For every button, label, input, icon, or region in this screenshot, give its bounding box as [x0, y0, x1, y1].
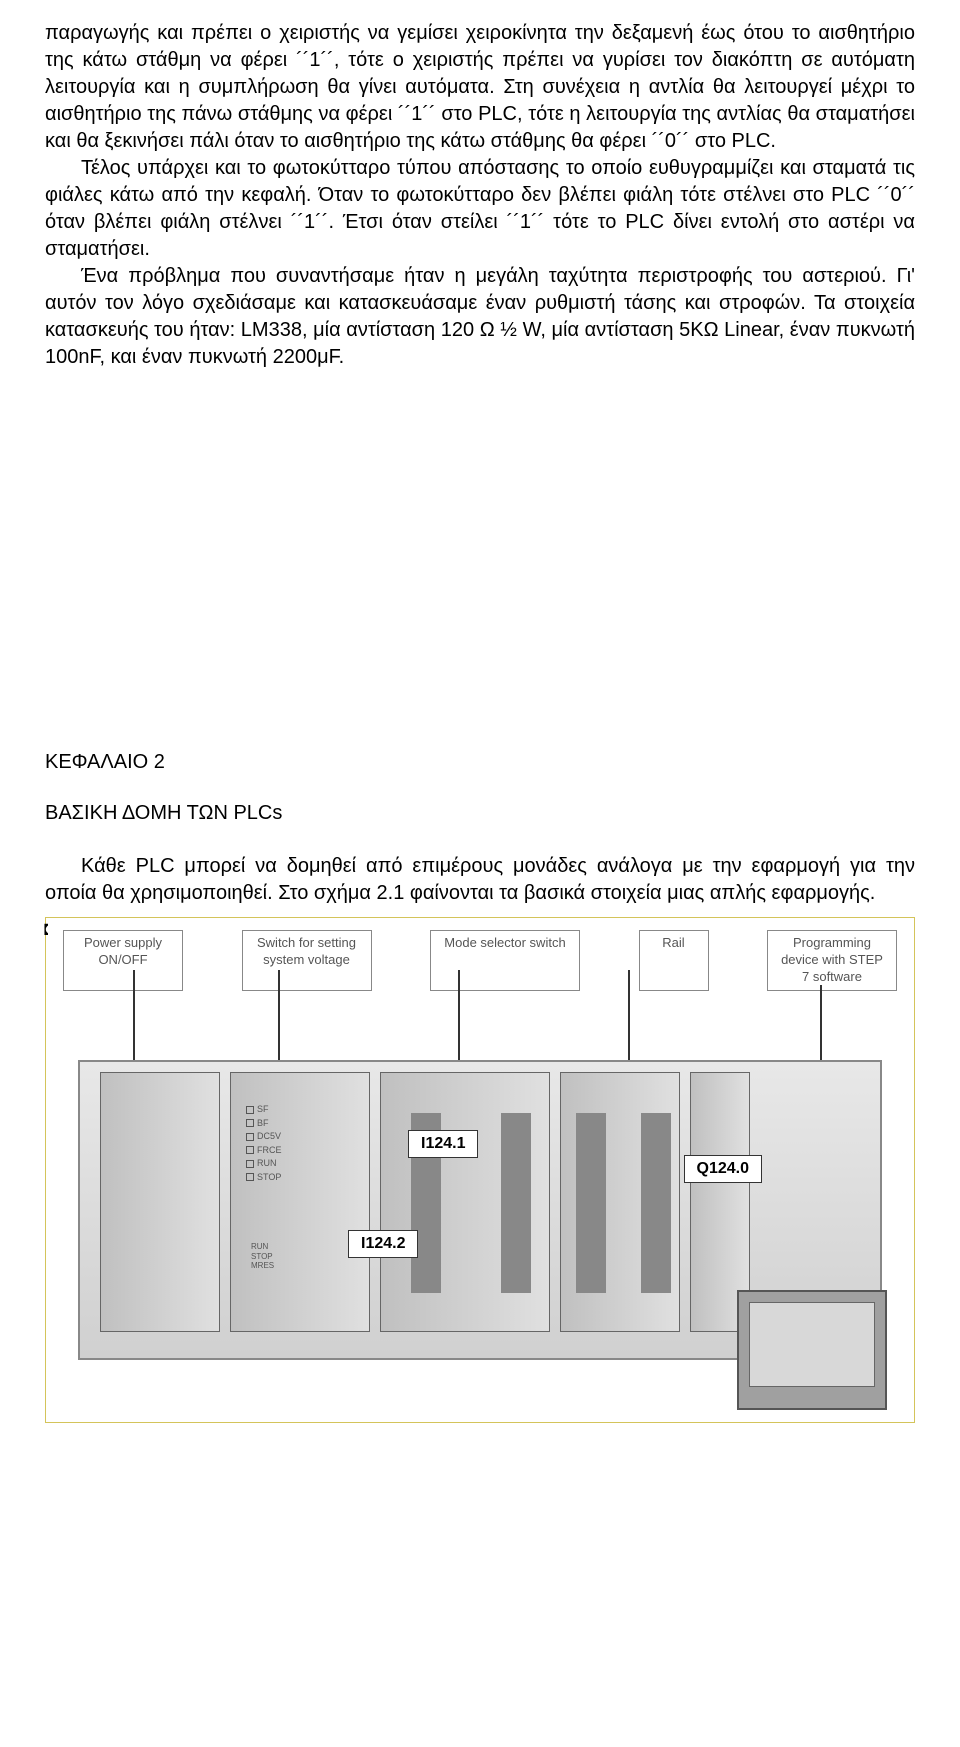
- figure-container: ◘ Power supply ON/OFF Switch for setting…: [45, 917, 915, 1423]
- led-dc5v: DC5V: [246, 1130, 282, 1144]
- section-heading: ΒΑΣΙΚΗ ΔΟΜΗ ΤΩΝ PLCs: [45, 802, 915, 825]
- plc-module-io-2: [560, 1072, 680, 1332]
- led-frce: FRCE: [246, 1144, 282, 1158]
- switch-panel: RUN STOP MRES: [251, 1242, 274, 1271]
- terminal-strip-3: [576, 1113, 606, 1293]
- led-sf: SF: [246, 1103, 282, 1117]
- label-power-supply: Power supply ON/OFF: [63, 930, 183, 991]
- plc-module-io-1: [380, 1072, 550, 1332]
- label-voltage-switch: Switch for setting system voltage: [242, 930, 372, 991]
- chapter-heading: ΚΕΦΑΛΑΙΟ 2: [45, 751, 915, 774]
- label-rail: Rail: [639, 930, 709, 991]
- terminal-strip-4: [641, 1113, 671, 1293]
- led-run: RUN: [246, 1157, 282, 1171]
- monitor: [737, 1290, 887, 1410]
- io-label-i124-2: I124.2: [348, 1230, 418, 1258]
- terminal-strip-2: [501, 1113, 531, 1293]
- monitor-screen: [749, 1302, 875, 1387]
- io-label-i124-1: I124.1: [408, 1130, 478, 1158]
- paragraph-2: Τέλος υπάρχει και το φωτοκύτταρο τύπου α…: [45, 155, 915, 263]
- led-stop: STOP: [246, 1171, 282, 1185]
- paragraph-4: Κάθε PLC μπορεί να δομηθεί από επιμέρους…: [45, 853, 915, 907]
- figure-labels-row: Power supply ON/OFF Switch for setting s…: [48, 920, 912, 1001]
- label-programming: Programming device with STEP 7 software: [767, 930, 897, 991]
- switch-mres: MRES: [251, 1261, 274, 1271]
- paragraph-1: παραγωγής και πρέπει ο χειριστής να γεμί…: [45, 20, 915, 155]
- switch-run: RUN: [251, 1242, 274, 1252]
- figure-inner: Power supply ON/OFF Switch for setting s…: [48, 920, 912, 1420]
- plc-module-cpu: SF BF DC5V FRCE RUN STOP RUN STOP MRES: [230, 1072, 370, 1332]
- switch-stop: STOP: [251, 1252, 274, 1262]
- pointer-line-2: [278, 970, 280, 1070]
- pointer-line-4: [628, 970, 630, 1070]
- pointer-line-3: [458, 970, 460, 1070]
- io-label-q124-0: Q124.0: [684, 1155, 762, 1183]
- led-panel: SF BF DC5V FRCE RUN STOP: [246, 1103, 282, 1184]
- led-bf: BF: [246, 1117, 282, 1131]
- spacer: [45, 371, 915, 751]
- pointer-line-1: [133, 970, 135, 1070]
- plc-module-power: [100, 1072, 220, 1332]
- paragraph-3: Ένα πρόβλημα που συναντήσαμε ήταν η μεγά…: [45, 263, 915, 371]
- label-mode-selector: Mode selector switch: [430, 930, 580, 991]
